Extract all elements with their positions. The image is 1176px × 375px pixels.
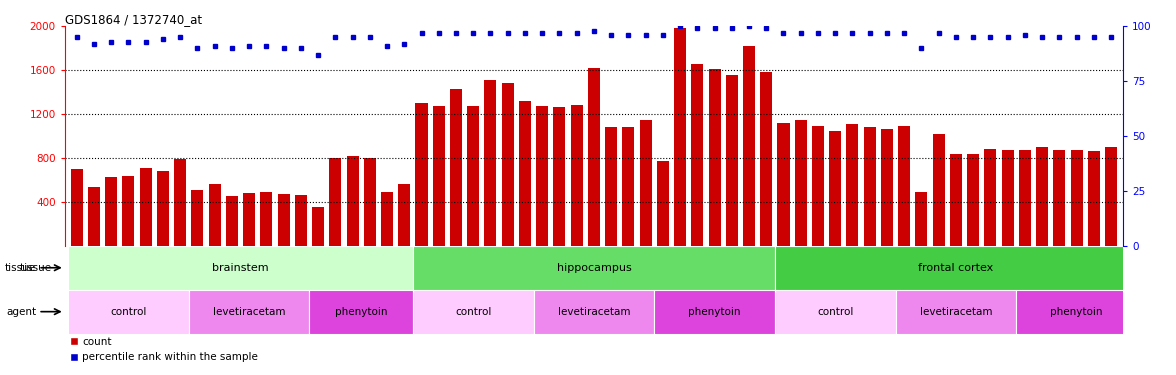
Bar bbox=[881, 129, 893, 246]
Bar bbox=[1036, 147, 1048, 246]
Bar bbox=[278, 194, 289, 246]
Bar bbox=[433, 106, 445, 246]
Bar bbox=[329, 158, 341, 246]
Bar bbox=[467, 106, 480, 246]
Bar bbox=[570, 105, 582, 246]
Bar bbox=[534, 290, 654, 334]
Bar bbox=[898, 126, 910, 246]
Bar bbox=[1002, 150, 1014, 246]
Bar bbox=[811, 126, 824, 246]
Bar bbox=[88, 186, 100, 246]
Text: tissue: tissue bbox=[20, 263, 54, 273]
Bar bbox=[192, 190, 203, 246]
Text: brainstem: brainstem bbox=[212, 263, 269, 273]
Bar bbox=[174, 159, 186, 246]
Text: control: control bbox=[111, 307, 147, 316]
Text: levetiracetam: levetiracetam bbox=[920, 307, 993, 316]
Text: phenytoin: phenytoin bbox=[688, 307, 741, 316]
Bar bbox=[312, 207, 325, 246]
Bar bbox=[984, 149, 996, 246]
Text: tissue: tissue bbox=[5, 263, 36, 273]
Bar bbox=[777, 123, 789, 246]
Text: levetiracetam: levetiracetam bbox=[213, 307, 286, 316]
Text: levetiracetam: levetiracetam bbox=[557, 307, 630, 316]
Bar bbox=[189, 290, 309, 334]
Bar bbox=[743, 46, 755, 246]
Text: phenytoin: phenytoin bbox=[335, 307, 387, 316]
Bar bbox=[105, 177, 118, 246]
Bar bbox=[415, 103, 428, 246]
Bar bbox=[657, 161, 669, 246]
Bar bbox=[502, 83, 514, 246]
Bar bbox=[347, 156, 359, 246]
Bar bbox=[1054, 150, 1065, 246]
Bar bbox=[915, 192, 928, 246]
Bar bbox=[967, 154, 980, 246]
Bar bbox=[933, 134, 944, 246]
Bar bbox=[363, 158, 376, 246]
Bar bbox=[1088, 152, 1100, 246]
Bar bbox=[847, 124, 858, 246]
Text: control: control bbox=[817, 307, 854, 316]
Bar bbox=[606, 127, 617, 246]
Bar bbox=[309, 290, 413, 334]
Bar bbox=[140, 168, 152, 246]
Bar bbox=[795, 120, 807, 246]
Text: hippocampus: hippocampus bbox=[556, 263, 632, 273]
Bar bbox=[708, 69, 721, 246]
Bar bbox=[413, 290, 534, 334]
Bar bbox=[760, 72, 773, 246]
Text: control: control bbox=[455, 307, 492, 316]
Bar bbox=[1105, 147, 1117, 246]
Bar bbox=[519, 101, 530, 246]
Bar bbox=[68, 290, 189, 334]
Bar bbox=[122, 176, 134, 246]
Bar bbox=[726, 75, 737, 246]
Bar bbox=[1070, 150, 1083, 246]
Bar bbox=[295, 195, 307, 246]
Bar bbox=[71, 169, 82, 246]
Bar bbox=[588, 68, 600, 246]
Bar bbox=[691, 64, 703, 246]
Bar bbox=[1016, 290, 1137, 334]
Bar bbox=[674, 28, 686, 246]
Bar bbox=[381, 192, 393, 246]
Bar bbox=[863, 127, 876, 246]
Bar bbox=[640, 120, 652, 246]
Text: phenytoin: phenytoin bbox=[1050, 307, 1103, 316]
Legend: count, percentile rank within the sample: count, percentile rank within the sample bbox=[69, 337, 259, 362]
Bar bbox=[399, 184, 410, 246]
Bar bbox=[1018, 150, 1031, 246]
Bar bbox=[775, 246, 1137, 290]
Bar bbox=[208, 184, 221, 246]
Bar bbox=[950, 154, 962, 246]
Bar bbox=[243, 193, 255, 246]
Bar bbox=[896, 290, 1016, 334]
Bar bbox=[226, 196, 238, 246]
Bar bbox=[622, 127, 634, 246]
Text: GDS1864 / 1372740_at: GDS1864 / 1372740_at bbox=[65, 13, 202, 26]
Text: agent: agent bbox=[6, 307, 36, 316]
Bar bbox=[536, 106, 548, 246]
Bar bbox=[829, 130, 841, 246]
Bar bbox=[260, 192, 273, 246]
Bar bbox=[156, 171, 169, 246]
Bar bbox=[485, 80, 496, 246]
Bar bbox=[554, 108, 566, 246]
Bar bbox=[450, 89, 462, 246]
Bar bbox=[413, 246, 775, 290]
Text: frontal cortex: frontal cortex bbox=[918, 263, 994, 273]
Bar bbox=[68, 246, 413, 290]
Bar bbox=[654, 290, 775, 334]
Bar bbox=[775, 290, 896, 334]
